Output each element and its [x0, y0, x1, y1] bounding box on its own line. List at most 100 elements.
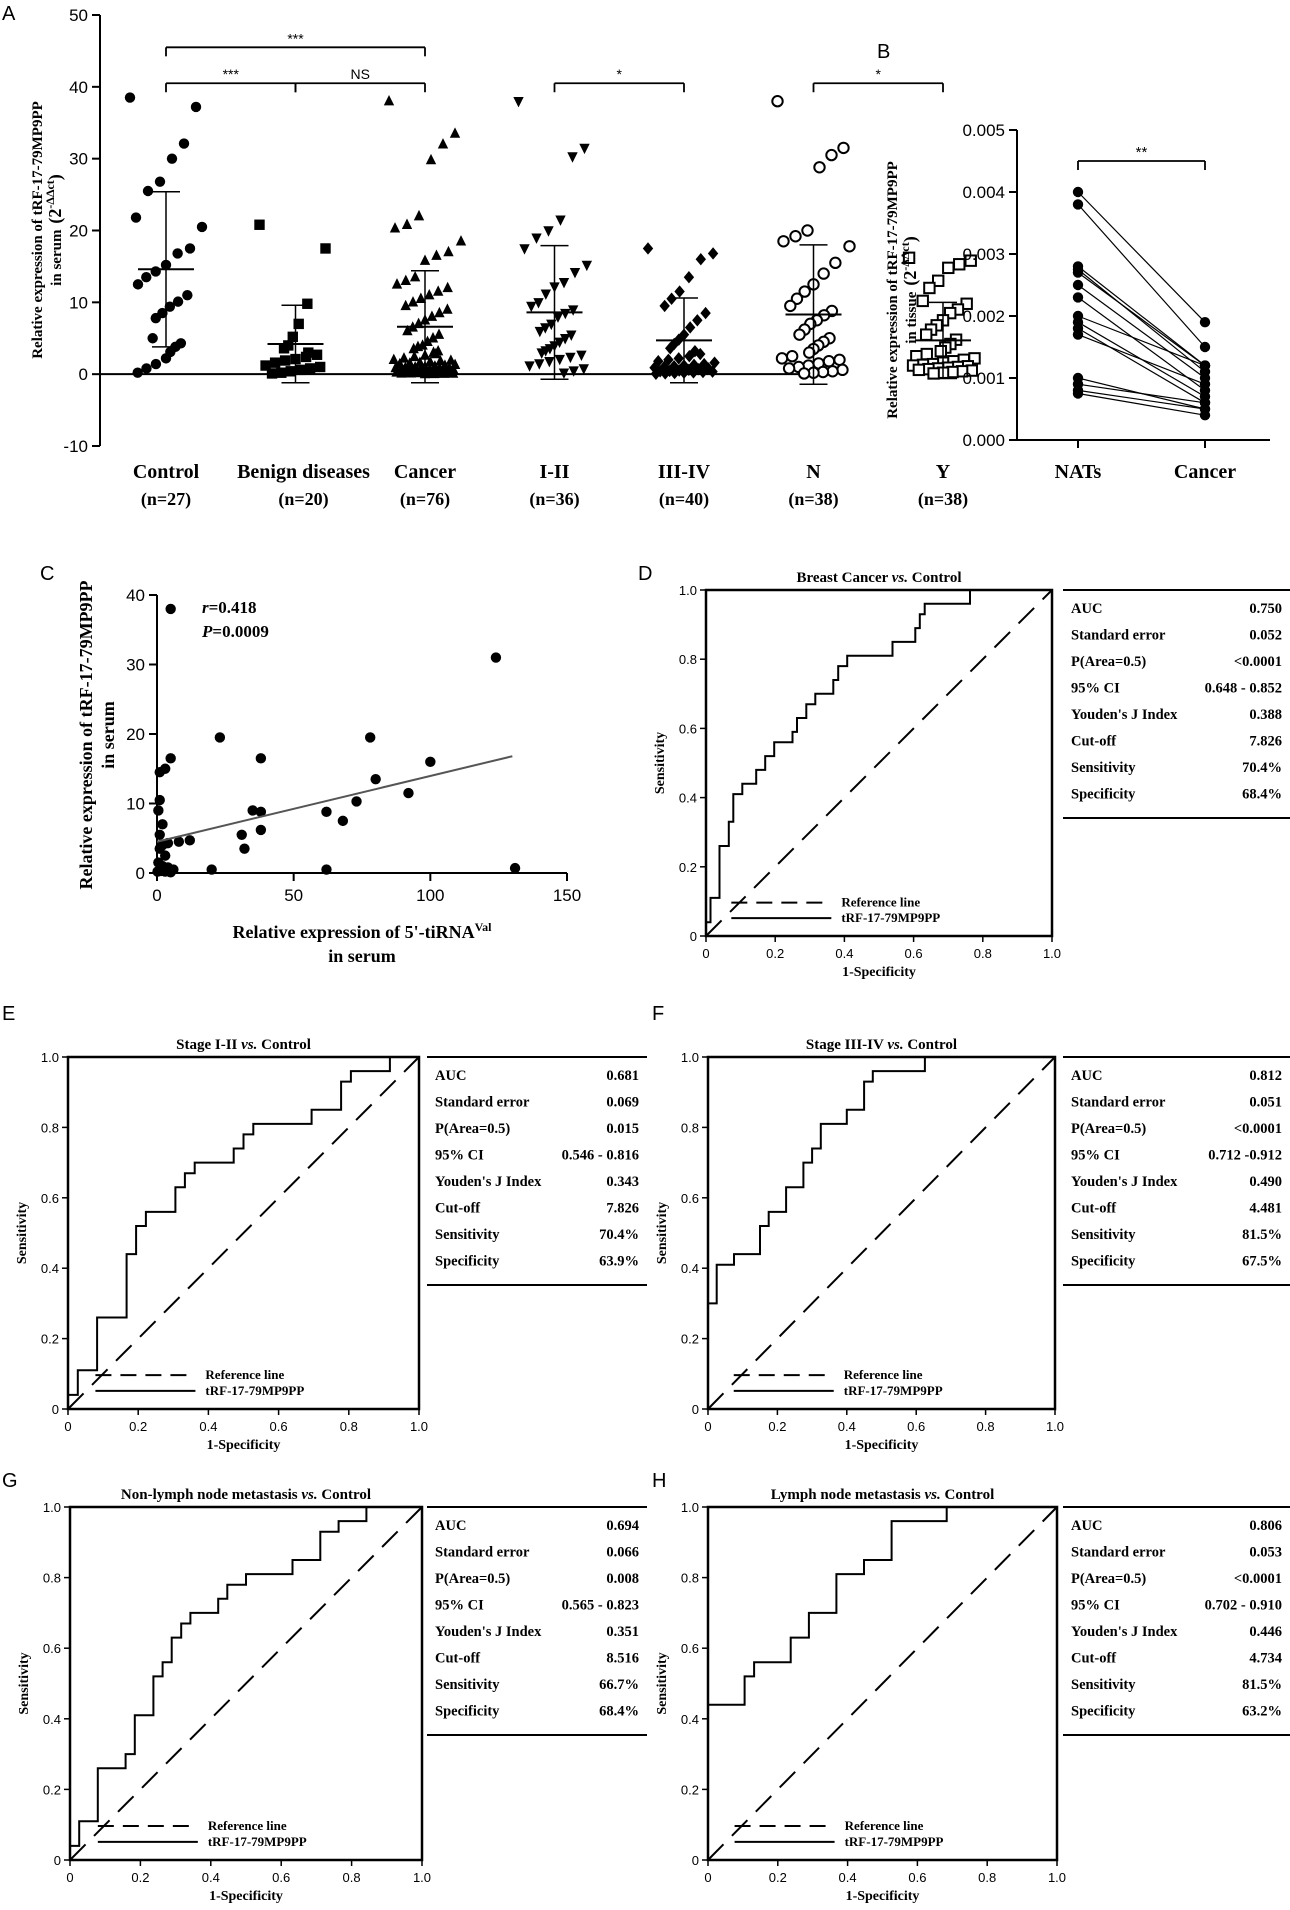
reference-line: [707, 1506, 1058, 1861]
data-point: [1072, 267, 1084, 278]
stat-name: Standard error: [435, 1545, 530, 1561]
r-symbol: r: [202, 598, 209, 617]
data-point: [254, 219, 265, 230]
pair-line: [1077, 265, 1206, 367]
roc-curve: [707, 1056, 1055, 1409]
data-point: [447, 367, 459, 378]
stats-table: AUC 0.750 Standard error 0.052 P(Area=0.5) <0…: [1063, 589, 1290, 819]
chart-title: Stage III-IV vs. Control: [806, 1037, 957, 1053]
paired-sample: [1072, 385, 1211, 415]
data-point: [255, 824, 267, 836]
plot-frame: [704, 588, 1054, 938]
significance-label: *: [617, 66, 623, 82]
stat-value: 0.052: [1249, 628, 1282, 644]
data-point: [141, 363, 152, 374]
stat-value: 0.546 - 0.816: [562, 1148, 639, 1164]
x-axis-label: 1-Specificity: [209, 1889, 283, 1904]
paired-sample: [1072, 323, 1211, 408]
data-point: [709, 356, 720, 369]
stat-value: 0.388: [1249, 707, 1282, 723]
y-tick-label: 40: [69, 78, 88, 97]
data-point: [413, 209, 425, 221]
x-tick-label: 0.8: [340, 1419, 358, 1434]
significance-label: *: [876, 66, 882, 82]
x-tick-label: Cancer: [1174, 461, 1236, 483]
data-point: [409, 350, 420, 362]
data-point: [260, 360, 271, 371]
x-axis-label-line2: in serum: [328, 946, 396, 966]
data-point: [402, 324, 413, 336]
significance-label: **: [1136, 144, 1148, 161]
legend-label: Reference line: [205, 1367, 284, 1382]
data-point: [700, 306, 711, 320]
data-point: [293, 318, 304, 330]
y-label-line2: in serum: [98, 701, 118, 769]
data-point: [1072, 292, 1084, 303]
stat-name: Standard error: [1071, 1095, 1166, 1111]
data-point: [190, 101, 202, 113]
x-tick-label: 0.6: [907, 1419, 925, 1434]
data-point: [533, 298, 544, 309]
data-point: [132, 367, 143, 378]
data-point: [837, 141, 850, 155]
data-point: [269, 357, 281, 368]
significance-bracket: *: [553, 66, 685, 93]
p-value: =0.0009: [212, 622, 268, 641]
y-axis-label-wrap: Sensitivity: [653, 732, 668, 794]
y-axis-label-wrap: Sensitivity: [17, 1652, 32, 1714]
data-point: [449, 358, 461, 370]
data-point: [391, 278, 403, 289]
y-tick-label: 1.0: [681, 1500, 699, 1515]
data-point: [775, 352, 789, 365]
data-point: [509, 862, 521, 874]
title-text: Breast Cancer: [797, 570, 892, 586]
x-tick-label: 1.0: [1048, 1870, 1066, 1885]
reference-line: [707, 1056, 1056, 1410]
x-tick-label: 0.8: [978, 1870, 996, 1885]
title-text: Lymph node metastasis: [771, 1487, 925, 1503]
y-tick-label: 0.4: [43, 1712, 61, 1727]
stat-value: 68.4%: [599, 1704, 639, 1720]
data-point: [255, 753, 267, 764]
pair-line: [1077, 389, 1206, 410]
y-axis-label: Relative expression of tRF-17-79MP9PP in …: [76, 580, 118, 889]
x-axis-label: 1-Specificity: [845, 1438, 919, 1453]
plot-frame: [68, 1505, 424, 1862]
data-point: [409, 270, 421, 282]
data-point: [400, 299, 411, 311]
data-point: [793, 328, 806, 341]
y-tick-label: 0.8: [681, 1120, 699, 1135]
data-point: [659, 299, 670, 313]
data-point: [404, 357, 415, 368]
significance-label: ***: [287, 30, 304, 46]
data-point: [147, 333, 158, 344]
stat-value: 0.066: [606, 1545, 639, 1561]
stat-name: AUC: [1071, 1518, 1102, 1534]
x-tick-label: 150: [553, 886, 581, 905]
data-point: [526, 301, 537, 313]
data-point: [321, 806, 332, 818]
stat-name: Standard error: [1071, 1545, 1166, 1561]
legend-label: Reference line: [841, 895, 920, 910]
data-point: [566, 330, 577, 341]
data-point: [449, 127, 461, 138]
data-point: [531, 233, 542, 244]
data-point: [141, 271, 152, 283]
data-point: [184, 243, 196, 254]
x-tick-label: 0.4: [199, 1419, 217, 1434]
data-point: [1072, 279, 1084, 291]
y-tick-label: 0.6: [41, 1191, 59, 1206]
data-point: [559, 334, 571, 345]
data-point: [401, 218, 413, 229]
y-tick-label: 0.000: [962, 431, 1005, 450]
stats-table: AUC 0.806 Standard error 0.053 P(Area=0.5) <0…: [1063, 1506, 1290, 1736]
stat-name: Sensitivity: [1071, 1677, 1136, 1693]
stat-value: 0.712 -0.912: [1208, 1148, 1282, 1164]
stat-name: AUC: [1071, 601, 1102, 617]
stat-value: 66.7%: [599, 1677, 639, 1693]
x-tick-label: 0.2: [129, 1419, 147, 1434]
stat-name: Specificity: [1071, 787, 1136, 803]
data-point: [693, 362, 704, 376]
y-label-line1: Relative expression of tRF-17-79MP9PP: [885, 161, 901, 419]
data-point: [414, 356, 426, 367]
